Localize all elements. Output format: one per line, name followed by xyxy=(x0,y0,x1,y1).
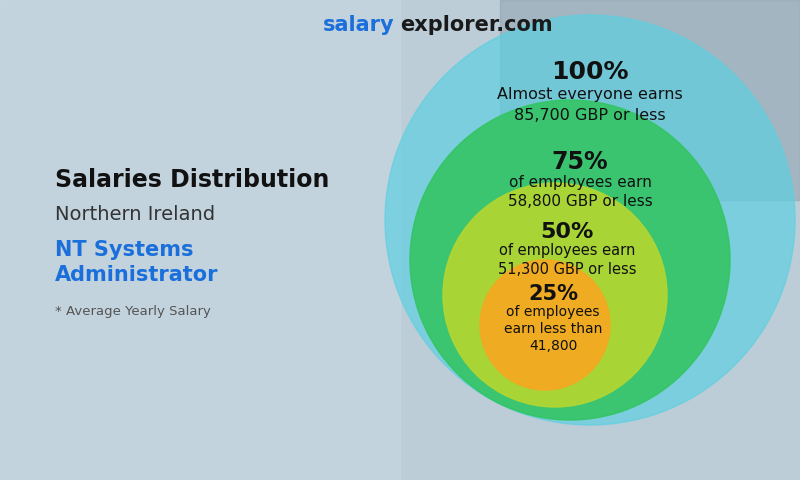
Circle shape xyxy=(385,15,795,425)
Bar xyxy=(0,0,400,480)
Text: Almost everyone earns: Almost everyone earns xyxy=(497,87,683,103)
Text: 25%: 25% xyxy=(528,284,578,304)
Text: NT Systems: NT Systems xyxy=(55,240,194,260)
Circle shape xyxy=(443,183,667,407)
Text: 100%: 100% xyxy=(551,60,629,84)
Text: 51,300 GBP or less: 51,300 GBP or less xyxy=(498,262,636,276)
Text: explorer.com: explorer.com xyxy=(400,15,553,35)
Circle shape xyxy=(410,100,730,420)
Text: * Average Yearly Salary: * Average Yearly Salary xyxy=(55,305,211,319)
Text: Salaries Distribution: Salaries Distribution xyxy=(55,168,330,192)
Bar xyxy=(500,0,800,200)
Text: 41,800: 41,800 xyxy=(529,339,577,353)
Text: 75%: 75% xyxy=(552,150,608,174)
Text: 85,700 GBP or less: 85,700 GBP or less xyxy=(514,108,666,122)
Text: Administrator: Administrator xyxy=(55,265,218,285)
Text: of employees earn: of employees earn xyxy=(499,243,635,259)
Circle shape xyxy=(480,260,610,390)
Text: salary: salary xyxy=(323,15,395,35)
Text: 50%: 50% xyxy=(540,222,594,242)
Text: Northern Ireland: Northern Ireland xyxy=(55,205,215,225)
Text: of employees earn: of employees earn xyxy=(509,175,651,190)
Text: earn less than: earn less than xyxy=(504,322,602,336)
Text: 58,800 GBP or less: 58,800 GBP or less xyxy=(508,193,652,208)
Text: of employees: of employees xyxy=(506,305,600,319)
